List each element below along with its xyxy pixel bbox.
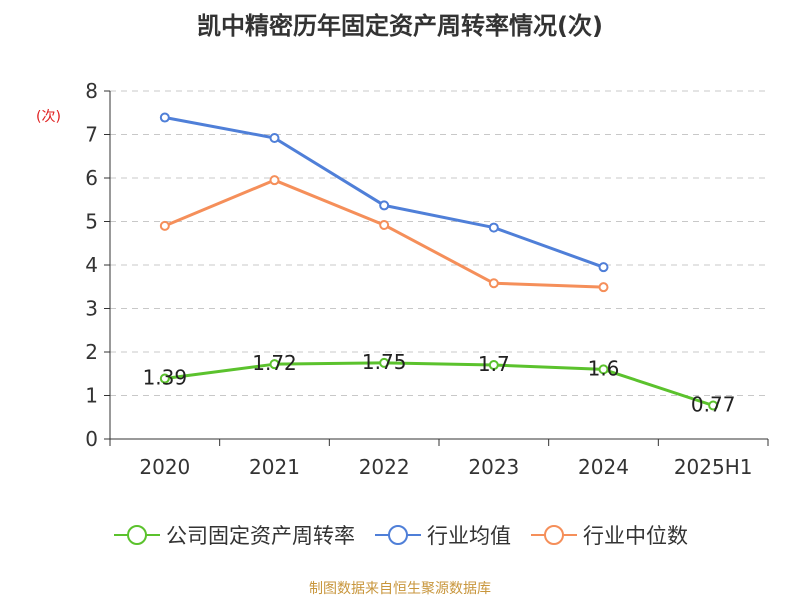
data-point-0 (269, 359, 280, 370)
series-line-0 (164, 361, 714, 407)
data-label: 1.7 (478, 352, 510, 376)
data-point-0 (708, 400, 719, 411)
data-point-2 (159, 220, 170, 231)
y-tick-label: 8 (85, 79, 98, 103)
legend-marker-company (114, 525, 160, 545)
data-point-1 (488, 222, 499, 233)
y-tick-label: 3 (85, 297, 98, 321)
data-point-2 (269, 175, 280, 186)
x-tick-label: 2025H1 (674, 455, 753, 479)
data-point-1 (379, 200, 390, 211)
y-tick-label: 7 (85, 123, 98, 147)
data-point-2 (598, 282, 609, 293)
x-tick-label: 2024 (578, 455, 629, 479)
legend-label-industry-mean: 行业均值 (427, 524, 511, 548)
data-label: 1.75 (362, 350, 407, 374)
data-label: 1.6 (588, 356, 620, 380)
data-label: 1.39 (143, 366, 188, 390)
y-tick-label: 2 (85, 340, 98, 364)
data-label: 1.72 (252, 351, 297, 375)
data-point-0 (379, 357, 390, 368)
x-tick-label: 2020 (139, 455, 190, 479)
y-tick-label: 5 (85, 210, 98, 234)
chart-title: 凯中精密历年固定资产周转率情况(次) (197, 12, 603, 40)
source-note: 制图数据来自恒生聚源数据库 (309, 581, 491, 597)
legend-item-company[interactable]: 公司固定资产周转率 (112, 520, 355, 550)
data-point-2 (379, 219, 390, 230)
y-tick-label: 0 (85, 427, 98, 451)
x-tick-label: 2021 (249, 455, 300, 479)
y-axis-label: (次) (36, 109, 61, 125)
x-tick-label: 2022 (359, 455, 410, 479)
series-line-1 (164, 116, 605, 269)
y-tick-label: 6 (85, 166, 98, 190)
legend-label-company: 公司固定资产周转率 (166, 524, 355, 548)
data-point-0 (598, 364, 609, 375)
data-label: 0.77 (691, 393, 736, 417)
legend-item-industry-median[interactable]: 行业中位数 (529, 520, 688, 550)
legend-item-industry-mean[interactable]: 行业均值 (373, 520, 511, 550)
data-point-1 (269, 132, 280, 143)
legend: 公司固定资产周转率 行业均值 行业中位数 (0, 520, 800, 550)
data-point-1 (159, 112, 170, 123)
legend-label-industry-median: 行业中位数 (583, 524, 688, 548)
data-point-2 (488, 278, 499, 289)
y-tick-label: 1 (85, 384, 98, 408)
series-line-2 (164, 178, 604, 289)
data-point-0 (488, 360, 499, 371)
data-point-0 (159, 373, 170, 384)
data-point-1 (598, 262, 609, 273)
y-tick-label: 4 (85, 253, 98, 277)
x-tick-label: 2023 (468, 455, 519, 479)
legend-marker-industry-mean (375, 525, 421, 545)
legend-marker-industry-median (531, 525, 577, 545)
